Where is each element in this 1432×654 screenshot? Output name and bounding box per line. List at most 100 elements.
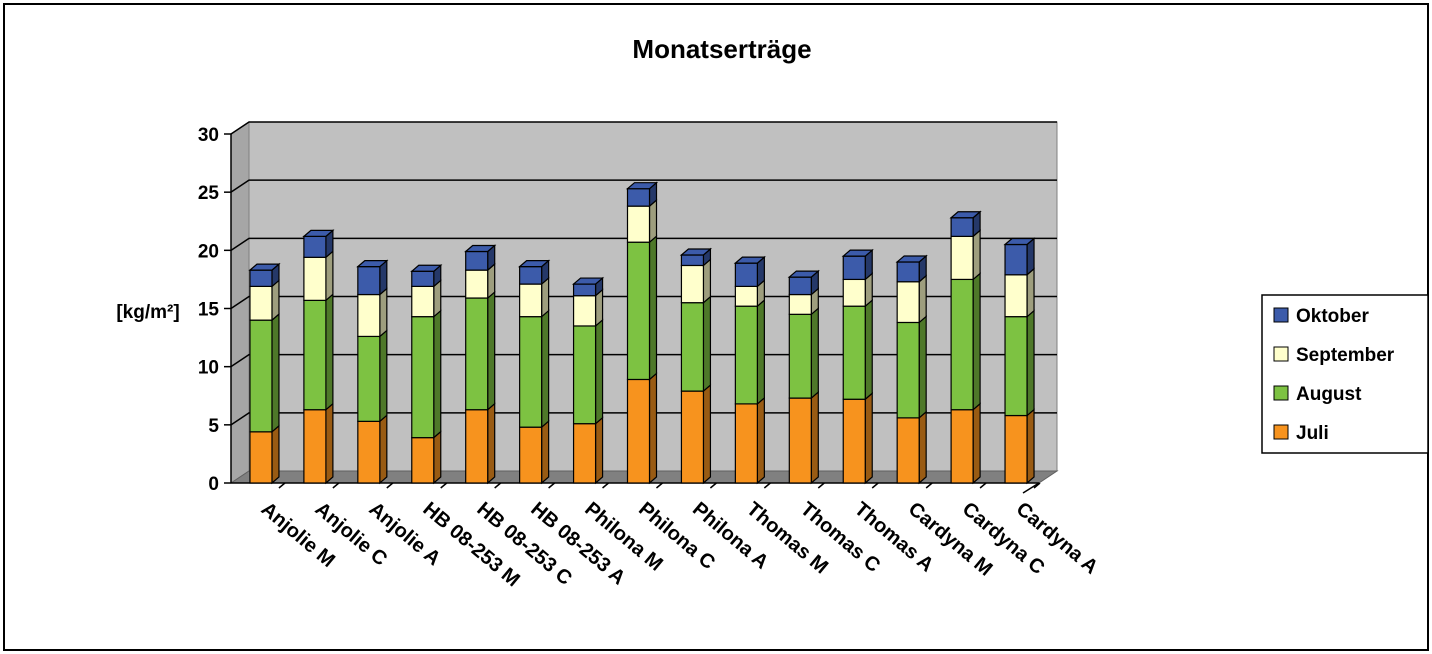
bar-side [756, 396, 765, 485]
x-tick-mark [655, 482, 663, 489]
bar-stack [464, 244, 497, 485]
bar-segment-juli [950, 402, 981, 485]
gridline [230, 353, 1057, 368]
bar-segment-juli [303, 402, 334, 485]
bar-front [411, 270, 435, 287]
bar-segment-august [519, 309, 550, 429]
gridline [230, 121, 1057, 135]
bar-front [680, 302, 705, 392]
bar-segment-oktober [571, 276, 605, 298]
bar-segment-juli [465, 402, 496, 485]
gridline [230, 237, 1057, 251]
bar-front [303, 299, 327, 411]
bar-segment-oktober [679, 247, 713, 267]
bar-top [1003, 237, 1036, 246]
bar-side [702, 383, 712, 485]
bar-side [271, 424, 280, 485]
bar-segment-juli [357, 414, 388, 485]
bar-segment-oktober [410, 263, 443, 288]
bar-segment-september [357, 287, 388, 338]
legend-label: Oktober [1296, 306, 1369, 327]
bar-front [303, 409, 327, 484]
bar-front [249, 319, 273, 433]
bar-segment-oktober [302, 229, 335, 259]
bar-segment-oktober [464, 244, 497, 272]
bar-front [734, 305, 758, 405]
bar-top [302, 229, 335, 237]
bar-side [648, 198, 658, 244]
legend-box [1261, 294, 1429, 454]
bar-side [271, 279, 280, 322]
bar-top [895, 255, 928, 263]
legend-label: Juli [1296, 423, 1329, 444]
bar-front [1004, 243, 1028, 276]
y-tick-label: 25 [198, 183, 220, 204]
x-tick-mark [494, 482, 502, 489]
bar-segment-september [788, 287, 819, 316]
bar-front [357, 293, 381, 338]
bar-side [487, 402, 496, 485]
bar-side [648, 372, 658, 485]
bar-top [679, 248, 713, 256]
bar-segment-september [572, 288, 604, 328]
bar-front [411, 437, 435, 484]
bar-side [379, 329, 388, 423]
bar-stack [518, 259, 551, 485]
chart-title: Monatserträge [632, 34, 811, 64]
bar-segment-juli [626, 372, 658, 485]
bar-segment-juli [896, 410, 927, 485]
bar-front [303, 235, 327, 258]
bar-stack [248, 262, 281, 485]
bar-top [464, 244, 497, 253]
bar-segment-oktober [895, 254, 928, 284]
y-tick-label: 20 [198, 241, 219, 262]
gridline [230, 295, 1057, 310]
bar-segment-juli [519, 419, 550, 485]
bar-segment-august [896, 315, 927, 420]
bar-top [571, 277, 605, 285]
bar-segment-september [842, 272, 873, 308]
bar-stack [841, 248, 874, 485]
bar-front [519, 316, 543, 428]
bar-side [1026, 267, 1035, 318]
bar-front [680, 390, 705, 484]
bar-side [325, 250, 334, 302]
bar-front [950, 235, 974, 281]
bar-front [465, 297, 489, 411]
bars [248, 181, 1036, 485]
legend-item: Juli [1273, 423, 1329, 444]
legend-item: August [1273, 384, 1362, 405]
bar-front [357, 335, 381, 422]
bar-side [541, 419, 550, 485]
bar-side [1026, 408, 1035, 485]
legend-swatch [1273, 307, 1289, 323]
bar-segment-august [680, 295, 712, 393]
bar-front [734, 285, 758, 307]
bar-front [519, 283, 543, 318]
x-tick-mark [1033, 482, 1041, 489]
bar-stack [949, 210, 982, 485]
bar-front [896, 417, 920, 484]
bar-segment-september [303, 250, 334, 302]
bar-front [842, 305, 866, 400]
bar-segment-august [465, 290, 496, 412]
bar-front [357, 420, 381, 484]
bar-top [733, 256, 766, 264]
bar-segment-august [788, 307, 819, 400]
bar-front [519, 426, 543, 484]
bar-side [756, 298, 765, 406]
y-axis-label: [kg/m²] [116, 302, 179, 323]
bar-stack [302, 229, 335, 485]
bar-front [896, 261, 920, 283]
bar-front [680, 254, 705, 267]
bar-front [465, 409, 489, 484]
bar-side [918, 410, 927, 485]
bar-top [518, 260, 551, 268]
bar-front [572, 283, 597, 297]
bar-front [842, 278, 866, 307]
bar-side [972, 272, 981, 412]
y-tick-label: 15 [198, 300, 220, 321]
gridlines [230, 121, 1057, 426]
